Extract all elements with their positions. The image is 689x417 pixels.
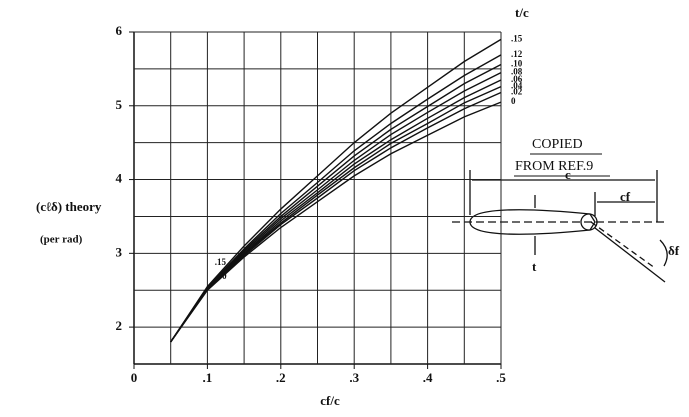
flap-line [594,227,666,283]
y-tick-label: 4 [116,171,123,186]
series-line [170,91,502,343]
y-tick-label: 3 [116,244,123,259]
y-tick-label: 5 [116,97,123,112]
legend-label: .15 [511,33,523,43]
diagram-label: δf [668,243,680,258]
series-line [170,85,502,343]
annotation: COPIED [532,137,583,152]
y-axis-unit: (per rad) [40,234,83,246]
x-tick-label: .3 [349,370,359,385]
legend-label: .02 [511,87,523,97]
x-tick-label: .5 [496,370,506,385]
y-axis-label: (cℓδ) theory [36,199,102,214]
annotation: FROM REF.9 [515,159,593,174]
y-tick-label: 2 [116,318,123,333]
series-line [170,101,502,343]
flap-deflected [590,221,656,269]
diagram-label: t [532,259,537,274]
x-tick-label: .4 [423,370,433,385]
x-tick-label: .1 [203,370,213,385]
legend-label: .10 [511,59,523,69]
series-line [170,54,502,343]
curve-label: 0 [222,271,227,281]
legend-label: .04 [511,81,523,91]
curve-label: .15 [215,257,227,267]
airfoil-diagram [452,170,668,283]
airfoil [469,209,596,235]
series-line [170,79,502,343]
dim-delta [659,239,668,267]
y-tick-label: 6 [116,23,123,38]
diagram-label: c [565,167,571,182]
series-line [170,71,502,343]
series-line [170,38,502,343]
legend-label: .12 [511,49,523,59]
series-line [170,63,502,343]
legend-label: .08 [511,67,523,77]
x-tick-label: 0 [131,370,138,385]
hinge [580,213,598,231]
legend-label: 0 [511,96,516,106]
legend-title: t/c [515,5,529,20]
diagram-label: cf [620,189,631,204]
x-tick-label: .2 [276,370,286,385]
x-axis-label: cf/c [320,393,340,408]
legend-label: .06 [511,74,523,84]
